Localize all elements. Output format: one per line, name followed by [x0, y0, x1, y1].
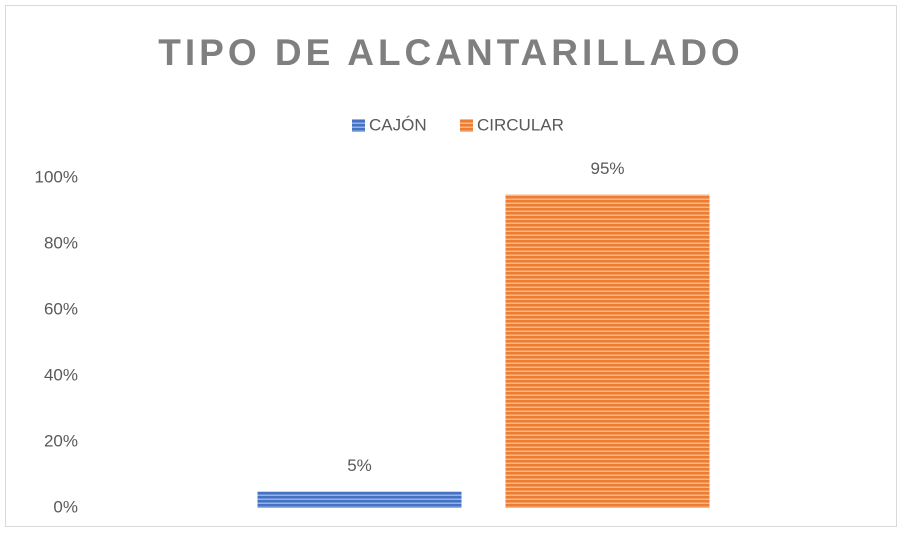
- chart-title: TIPO DE ALCANTARILLADO: [158, 32, 743, 73]
- y-tick-label: 0%: [53, 497, 78, 516]
- data-label: 5%: [347, 456, 372, 475]
- y-tick-label: 40%: [44, 365, 78, 384]
- y-tick-label: 20%: [44, 431, 78, 450]
- legend-swatch: [460, 119, 473, 132]
- bar: [505, 194, 710, 508]
- chart-border: [5, 5, 897, 527]
- y-tick-label: 60%: [44, 299, 78, 318]
- bar: [257, 491, 462, 508]
- data-label: 95%: [590, 159, 624, 178]
- legend-swatch: [352, 119, 365, 132]
- legend-label: CAJÓN: [369, 115, 427, 134]
- legend-label: CIRCULAR: [477, 115, 564, 134]
- y-tick-label: 80%: [44, 233, 78, 252]
- y-tick-label: 100%: [35, 167, 78, 186]
